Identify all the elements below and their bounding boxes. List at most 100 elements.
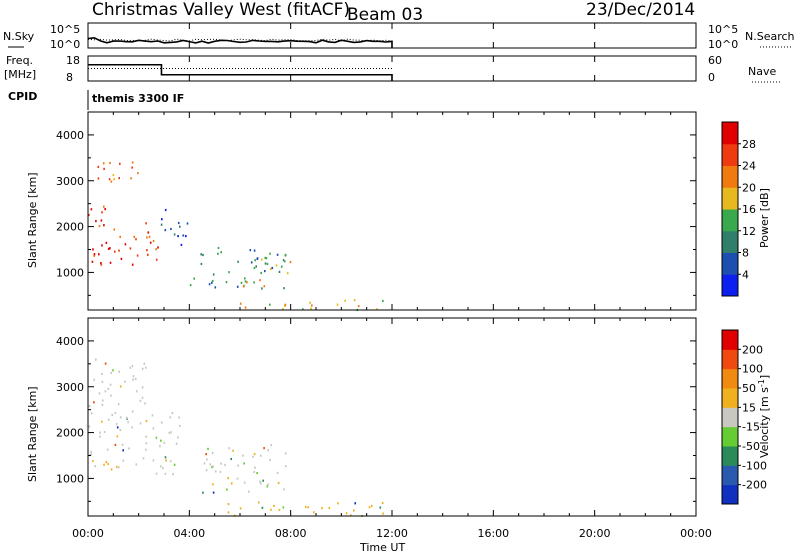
power-cell	[269, 252, 271, 255]
nave-tick-bottom: 0	[708, 71, 715, 84]
radar-title: Christmas Valley West (fitACF)	[92, 0, 350, 20]
x-tick-label: 08:00	[275, 527, 307, 540]
power-cell	[124, 243, 127, 246]
velocity-cell	[107, 418, 110, 421]
power-cell	[264, 270, 266, 273]
velocity-cell	[90, 453, 92, 456]
velocity-cell	[203, 462, 206, 465]
velocity-cell	[212, 465, 214, 468]
power-cell	[177, 235, 179, 238]
velocity-cell	[110, 371, 112, 374]
power-cell	[211, 281, 213, 284]
colorbar-swatch	[722, 368, 738, 389]
power-cell	[137, 172, 139, 175]
velocity-cell	[256, 472, 258, 475]
velocity-cell	[211, 451, 214, 455]
velocity-cell	[132, 375, 135, 378]
power-cell	[237, 260, 239, 263]
velocity-cell	[206, 458, 208, 461]
power-cell	[284, 303, 287, 306]
colorbar-tick-label: -200	[742, 479, 767, 492]
velocity-cell	[155, 436, 158, 439]
velocity-cell	[151, 414, 154, 417]
velocity-colorbar-label-main: Velocity [m s	[758, 387, 771, 458]
velocity-cell	[284, 452, 287, 455]
power-cell	[182, 234, 185, 237]
velocity-cell	[242, 454, 244, 457]
velocity-cell	[214, 470, 217, 473]
velocity-cell	[164, 456, 167, 459]
power-cell	[109, 261, 112, 264]
velocity-cell	[211, 465, 213, 469]
velocity-cell	[102, 399, 104, 402]
velocity-cell	[285, 465, 287, 468]
velocity-cell	[104, 362, 107, 365]
velocity-cell	[170, 431, 172, 434]
power-cell	[200, 262, 203, 266]
power-cell	[282, 308, 284, 311]
velocity-cell	[93, 401, 95, 404]
colorbar-swatch	[722, 426, 738, 447]
power-cell	[103, 205, 105, 208]
velocity-cell	[243, 462, 245, 465]
power-cell	[286, 272, 289, 275]
velocity-cell	[178, 416, 180, 419]
velocity-cell	[269, 458, 271, 461]
velocity-cell	[169, 460, 172, 463]
nave-tick-top: 60	[708, 54, 722, 67]
power-cell	[264, 256, 267, 259]
freq-tick-top: 18	[66, 54, 80, 67]
power-cell	[244, 277, 246, 280]
y-tick-label: 2000	[56, 427, 84, 440]
velocity-cell	[254, 466, 256, 469]
power-cell	[260, 271, 262, 275]
velocity-cell	[145, 435, 147, 438]
velocity-cell	[220, 462, 222, 465]
power-cell	[145, 222, 147, 225]
velocity-cell	[267, 449, 269, 452]
nsky-tick-bottom: 10^0	[50, 38, 80, 51]
power-cell	[239, 302, 242, 305]
power-panel	[87, 111, 697, 312]
velocity-cell	[243, 481, 246, 484]
power-cell	[103, 167, 105, 170]
power-cell	[102, 162, 105, 165]
colorbar-tick-label: 16	[742, 203, 756, 216]
velocity-cell	[270, 443, 273, 447]
velocity-cell	[90, 450, 92, 453]
x-ticks: 00:00 04:00 08:00 12:00 16:00 20:00 00:00	[72, 23, 712, 540]
power-scatter	[88, 161, 384, 312]
power-cell	[114, 250, 116, 253]
power-cell	[104, 208, 106, 211]
power-cell	[353, 299, 356, 302]
power-cell	[110, 180, 113, 183]
velocity-cell	[278, 508, 281, 511]
power-cell	[211, 279, 214, 283]
velocity-cell	[125, 416, 128, 419]
velocity-cell	[273, 504, 275, 507]
power-cell	[250, 261, 253, 264]
velocity-cell	[261, 506, 264, 509]
velocity-cell	[101, 372, 103, 376]
power-cell	[98, 225, 101, 228]
power-cell	[88, 213, 90, 217]
velocity-cell	[134, 377, 137, 381]
power-cell	[152, 239, 155, 243]
cpid-label: CPID	[8, 90, 37, 103]
velocity-cell	[159, 445, 161, 448]
velocity-cell	[101, 420, 103, 423]
colorbar-tick-label: 20	[742, 181, 756, 194]
power-cell	[269, 303, 271, 306]
colorbar-swatch	[722, 388, 738, 408]
velocity-cell	[141, 396, 144, 399]
power-cell	[189, 284, 192, 287]
velocity-cell	[230, 482, 233, 485]
power-ylabel: Slant Range [km]	[26, 172, 39, 268]
power-cell	[173, 233, 176, 236]
velocity-cell	[239, 507, 242, 510]
power-colorbar-label: Power [dB]	[758, 188, 771, 248]
velocity-cell	[104, 390, 107, 393]
velocity-cell	[263, 447, 265, 450]
velocity-cell	[282, 506, 285, 509]
power-cell	[275, 264, 278, 267]
